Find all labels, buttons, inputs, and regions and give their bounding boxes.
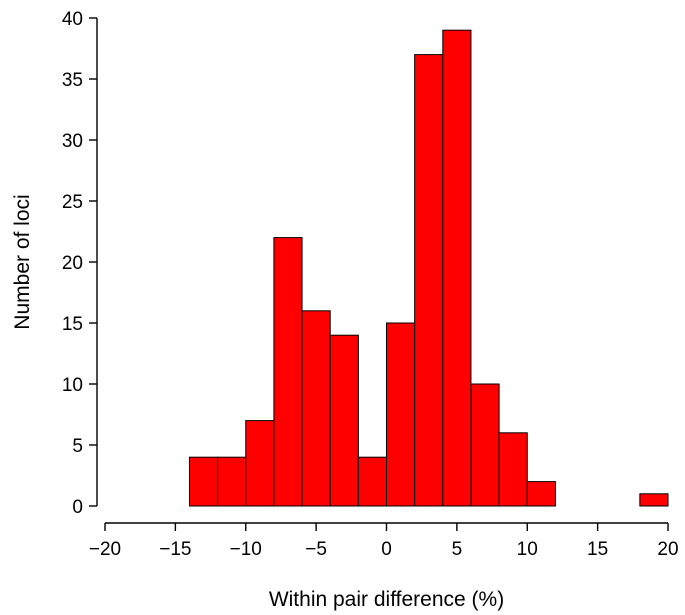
y-axis-title: Number of loci [11,194,34,329]
histogram-bar [498,432,528,507]
x-tick-label: 10 [517,539,538,560]
x-tick-label: 5 [452,539,463,560]
y-axis: 0 5 10 15 20 25 30 35 40 [62,9,98,518]
x-tick-label: −10 [230,539,262,560]
x-tick-label: −20 [89,539,121,560]
histogram-bar [357,456,388,507]
y-tick-label: 20 [62,253,83,274]
y-tick-label: 10 [62,375,83,396]
y-tick-label: 30 [62,131,83,152]
x-tick-label: −5 [305,539,327,560]
histogram-bar [470,383,500,507]
y-tick-label: 35 [62,70,83,91]
x-tick-label: 15 [587,539,608,560]
histogram-bar [442,29,472,507]
y-tick-label: 15 [62,314,83,335]
x-tick-label: −15 [159,539,191,560]
histogram-bar [217,456,247,507]
histogram-bar [301,310,331,507]
x-tick-label: 20 [657,539,678,560]
x-axis-title: Within pair difference (%) [269,588,504,611]
histogram-bar [188,456,219,507]
histogram-bar [273,237,303,507]
x-tick-label: 0 [381,539,392,560]
histogram-bar [329,334,359,507]
histogram-bar [526,481,556,507]
bars-group [188,29,669,507]
histogram-bar [639,493,669,507]
histogram-bar [414,54,444,507]
histogram-bar [245,420,275,507]
y-tick-label: 40 [62,9,83,30]
x-axis: −20 −15 −10 −5 0 5 10 15 20 [89,522,679,560]
y-tick-label: 5 [72,436,83,457]
y-tick-label: 25 [62,192,83,213]
histogram-bar [386,322,416,507]
y-tick-label: 0 [72,497,83,518]
